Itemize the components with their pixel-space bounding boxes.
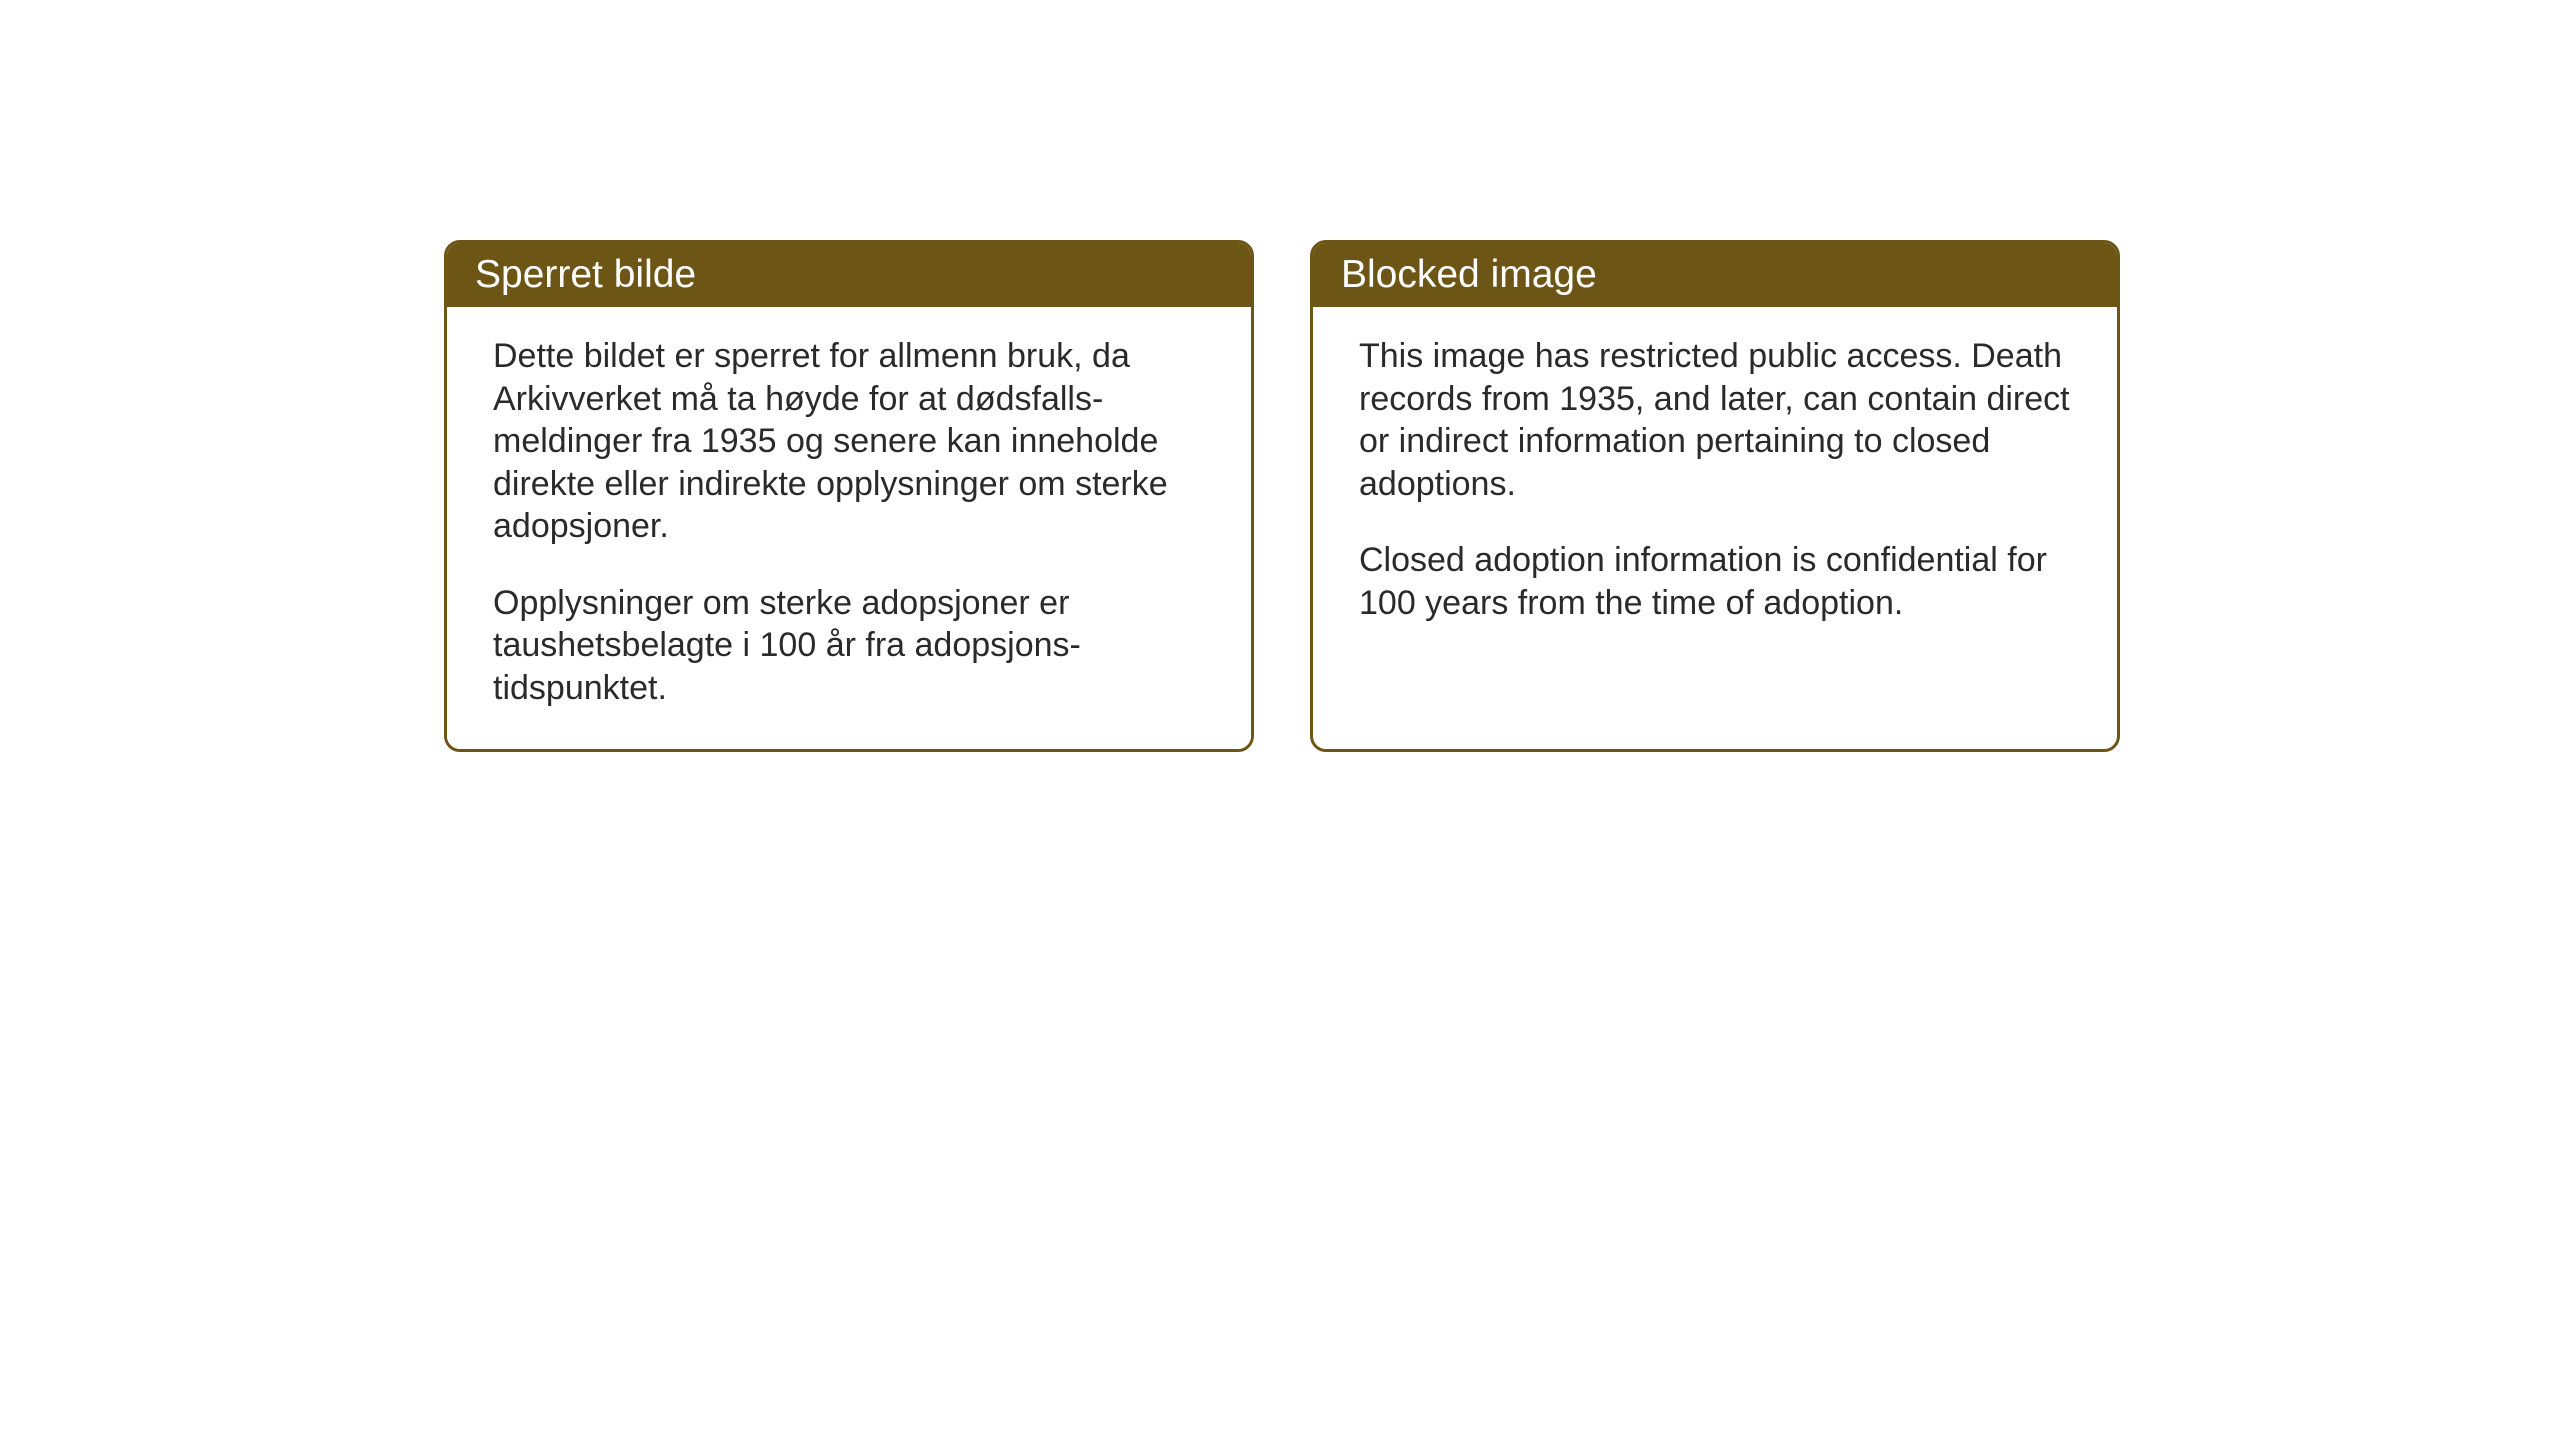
card-body-english: This image has restricted public access.…	[1313, 307, 2117, 660]
notice-card-english: Blocked image This image has restricted …	[1310, 240, 2120, 752]
notice-card-norwegian: Sperret bilde Dette bildet er sperret fo…	[444, 240, 1254, 752]
card-header-norwegian: Sperret bilde	[447, 243, 1251, 307]
card-body-norwegian: Dette bildet er sperret for allmenn bruk…	[447, 307, 1251, 745]
card-paragraph-1-norwegian: Dette bildet er sperret for allmenn bruk…	[493, 335, 1205, 548]
card-paragraph-2-norwegian: Opplysninger om sterke adopsjoner er tau…	[493, 582, 1205, 710]
card-paragraph-2-english: Closed adoption information is confident…	[1359, 539, 2071, 624]
card-title-english: Blocked image	[1341, 253, 1597, 296]
notice-cards-container: Sperret bilde Dette bildet er sperret fo…	[444, 240, 2560, 752]
card-paragraph-1-english: This image has restricted public access.…	[1359, 335, 2071, 505]
card-title-norwegian: Sperret bilde	[475, 253, 696, 296]
card-header-english: Blocked image	[1313, 243, 2117, 307]
